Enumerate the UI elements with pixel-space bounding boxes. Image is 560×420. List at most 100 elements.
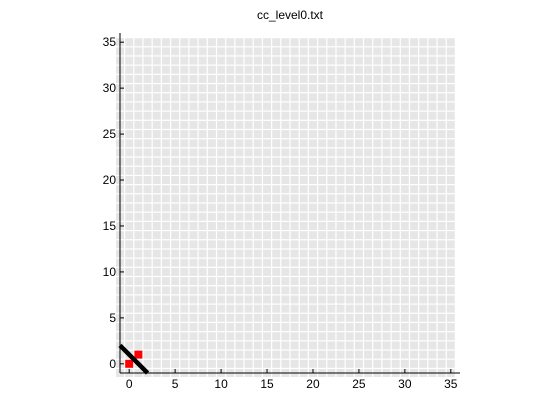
grid-cell: [327, 157, 336, 166]
grid-cell: [373, 166, 382, 175]
grid-cell: [152, 258, 161, 267]
grid-cell: [437, 341, 446, 350]
grid-cell: [327, 56, 336, 65]
grid-cell: [373, 65, 382, 74]
grid-cell: [143, 323, 152, 332]
grid-cell: [354, 277, 363, 286]
grid-cell: [400, 258, 409, 267]
grid-cell: [253, 111, 262, 120]
grid-cell: [125, 120, 134, 129]
grid-cell: [345, 304, 354, 313]
grid-cell: [235, 111, 244, 120]
grid-cell: [345, 341, 354, 350]
grid-cell: [263, 65, 272, 74]
grid-cell: [327, 313, 336, 322]
grid-cell: [226, 341, 235, 350]
grid-cell: [336, 212, 345, 221]
grid-cell: [364, 295, 373, 304]
grid-cell: [373, 148, 382, 157]
grid-cell: [419, 38, 428, 47]
grid-cell: [281, 84, 290, 93]
grid-cell: [354, 84, 363, 93]
grid-cell: [161, 74, 170, 83]
grid-cell: [180, 65, 189, 74]
grid-cell: [419, 240, 428, 249]
grid-cell: [207, 176, 216, 185]
grid-cell: [345, 249, 354, 258]
grid-cell: [308, 130, 317, 139]
grid-cell: [217, 84, 226, 93]
grid-cell: [161, 176, 170, 185]
grid-cell: [290, 84, 299, 93]
grid-cell: [345, 267, 354, 276]
grid-cell: [207, 47, 216, 56]
grid-cell: [226, 212, 235, 221]
grid-cell: [226, 304, 235, 313]
grid-cell: [354, 240, 363, 249]
grid-cell: [143, 240, 152, 249]
grid-cell: [364, 47, 373, 56]
grid-cell: [382, 332, 391, 341]
grid-cell: [263, 221, 272, 230]
grid-cell: [152, 203, 161, 212]
grid-cell: [345, 130, 354, 139]
grid-cell: [171, 203, 180, 212]
grid-cell: [226, 93, 235, 102]
grid-cell: [161, 120, 170, 129]
grid-cell: [364, 74, 373, 83]
grid-cell: [419, 359, 428, 368]
grid-cell: [299, 295, 308, 304]
grid-cell: [364, 212, 373, 221]
grid-cell: [318, 120, 327, 129]
grid-cell: [125, 38, 134, 47]
grid-cell: [446, 341, 455, 350]
grid-cell: [437, 166, 446, 175]
grid-cell: [336, 47, 345, 56]
grid-cell: [382, 93, 391, 102]
grid-cell: [382, 258, 391, 267]
grid-cell: [272, 47, 281, 56]
grid-cell: [327, 38, 336, 47]
grid-cell: [272, 221, 281, 230]
grid-cell: [364, 313, 373, 322]
grid-cell: [226, 231, 235, 240]
grid-cell: [446, 323, 455, 332]
grid-cell: [419, 221, 428, 230]
grid-cell: [290, 341, 299, 350]
grid-cell: [143, 139, 152, 148]
grid-cell: [327, 120, 336, 129]
grid-cell: [281, 176, 290, 185]
grid-cell: [125, 130, 134, 139]
grid-cell: [226, 258, 235, 267]
grid-cell: [290, 323, 299, 332]
grid-cell: [152, 56, 161, 65]
grid-cell: [272, 38, 281, 47]
grid-cell: [263, 157, 272, 166]
grid-cell: [143, 130, 152, 139]
grid-cell: [235, 304, 244, 313]
grid-cell: [299, 111, 308, 120]
grid-cell: [226, 203, 235, 212]
grid-cell: [373, 74, 382, 83]
grid-cell: [134, 65, 143, 74]
grid-cell: [318, 212, 327, 221]
grid-cell: [198, 148, 207, 157]
grid-cell: [235, 221, 244, 230]
grid-cell: [134, 277, 143, 286]
grid-cell: [345, 74, 354, 83]
grid-cell: [281, 185, 290, 194]
grid-cell: [419, 231, 428, 240]
grid-cell: [290, 212, 299, 221]
grid-cell: [410, 332, 419, 341]
grid-cell: [171, 185, 180, 194]
grid-cell: [437, 93, 446, 102]
grid-cell: [171, 341, 180, 350]
grid-cell: [263, 185, 272, 194]
grid-cell: [235, 249, 244, 258]
grid-cell: [161, 313, 170, 322]
grid-cell: [272, 359, 281, 368]
grid-cell: [143, 176, 152, 185]
grid-cell: [437, 176, 446, 185]
grid-cell: [272, 249, 281, 258]
grid-cell: [253, 120, 262, 129]
